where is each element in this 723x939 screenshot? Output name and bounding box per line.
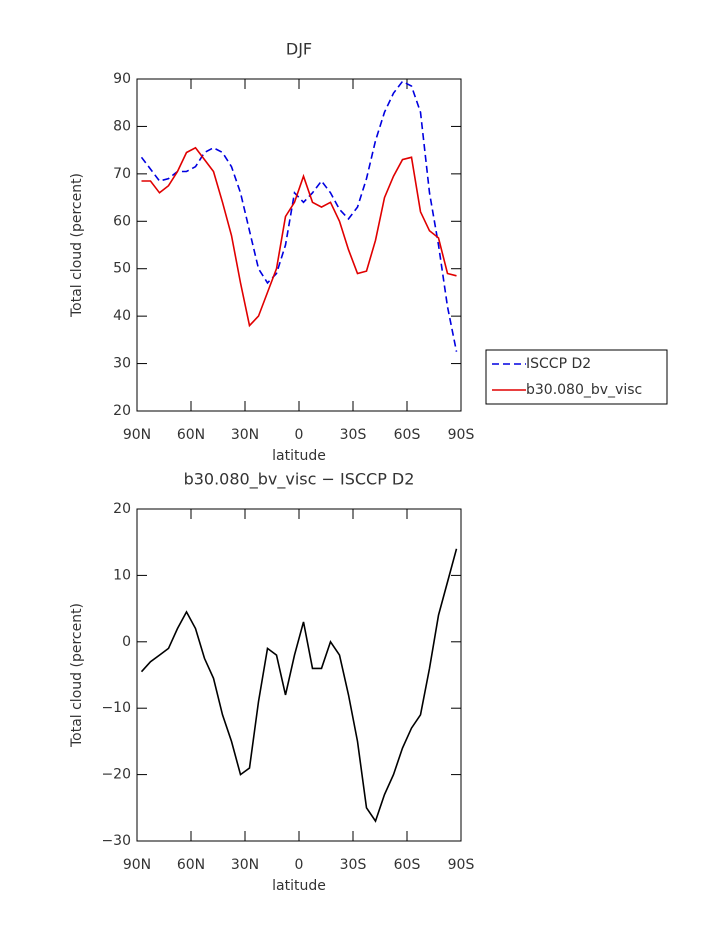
x-tick-label: 60S bbox=[394, 427, 421, 443]
plot-frame bbox=[136, 508, 462, 842]
x-tick-label: 90S bbox=[448, 857, 475, 873]
x-tick-label: 0 bbox=[295, 857, 304, 873]
y-tick-label: 40 bbox=[113, 308, 131, 324]
x-tick-label: 60N bbox=[177, 427, 205, 443]
y-tick-label: 90 bbox=[113, 71, 131, 87]
y-tick-label: 70 bbox=[113, 166, 131, 182]
y-tick-label: 30 bbox=[113, 356, 131, 372]
plot-frame bbox=[136, 78, 462, 412]
data-line bbox=[140, 80, 458, 352]
y-tick-label: −10 bbox=[101, 700, 131, 716]
x-tick-label: 90S bbox=[448, 427, 475, 443]
data-line bbox=[141, 146, 457, 328]
x-axis-label: latitude bbox=[272, 878, 326, 894]
x-tick-label: 30N bbox=[231, 857, 259, 873]
y-tick-label: 60 bbox=[113, 213, 131, 229]
legend-box bbox=[485, 349, 668, 405]
x-tick-label: 60S bbox=[394, 857, 421, 873]
y-axis-label: Total cloud (percent) bbox=[69, 603, 85, 748]
legend-label: b30.080_bv_visc bbox=[526, 382, 642, 398]
y-tick-label: −30 bbox=[101, 833, 131, 849]
y-tick-label: 50 bbox=[113, 261, 131, 277]
y-tick-label: 20 bbox=[113, 501, 131, 517]
y-tick-label: 0 bbox=[122, 634, 131, 650]
x-axis-label: latitude bbox=[272, 448, 326, 464]
chart-title: b30.080_bv_visc − ISCCP D2 bbox=[184, 470, 415, 490]
x-tick-label: 30S bbox=[340, 857, 367, 873]
x-tick-label: 0 bbox=[295, 427, 304, 443]
legend-label: ISCCP D2 bbox=[526, 356, 591, 372]
x-tick-label: 90N bbox=[123, 427, 151, 443]
x-tick-label: 60N bbox=[177, 857, 205, 873]
y-tick-label: 20 bbox=[113, 403, 131, 419]
chart-title: DJF bbox=[286, 40, 312, 59]
y-tick-label: −20 bbox=[101, 767, 131, 783]
x-tick-label: 30N bbox=[231, 427, 259, 443]
y-axis-label: Total cloud (percent) bbox=[69, 173, 85, 318]
x-tick-label: 90N bbox=[123, 857, 151, 873]
y-tick-label: 10 bbox=[113, 567, 131, 583]
data-line bbox=[140, 548, 458, 823]
x-tick-label: 30S bbox=[340, 427, 367, 443]
y-tick-label: 80 bbox=[113, 118, 131, 134]
